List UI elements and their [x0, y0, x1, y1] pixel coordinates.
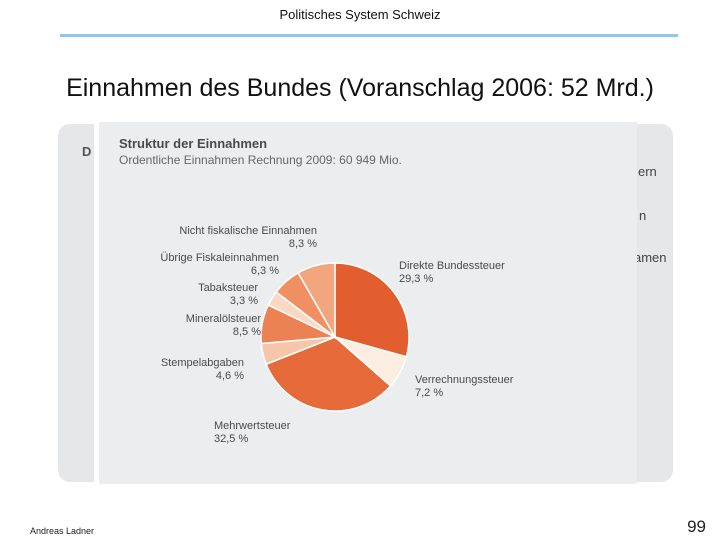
slice-value-nicht-fiskalische-einnahmen: 8,3 %: [289, 238, 317, 250]
slice-label-mineraloelsteuer: Mineralölsteuer: [186, 313, 262, 325]
slice-label-verrechnungssteuer: Verrechnungssteuer: [415, 374, 514, 386]
slice-label-nicht-fiskalische-einnahmen: Nicht fiskalische Einnahmen: [179, 225, 317, 237]
page-number: 99: [687, 517, 706, 536]
chart-subtitle: Ordentliche Einnahmen Rechnung 2009: 60 …: [119, 153, 402, 167]
slice-label-direkte-bundessteuer: Direkte Bundessteuer: [399, 260, 505, 272]
footer-author: Andreas Ladner: [30, 526, 95, 536]
slice-label-uebrige-fiskaleinnahmen: Übrige Fiskaleinnahmen: [160, 252, 279, 264]
background-stripe: [94, 120, 99, 485]
chart-card: Struktur der Einnahmen Ordentliche Einna…: [99, 122, 637, 484]
header-divider: [60, 34, 678, 37]
pie-slice-mehrwertsteuer: [265, 336, 392, 412]
slice-label-tabaksteuer: Tabaksteuer: [198, 282, 258, 294]
slice-value-tabaksteuer: 3,3 %: [230, 295, 258, 307]
background-fragment-right-2: n: [639, 208, 647, 223]
slice-value-direkte-bundessteuer: 29,3 %: [399, 273, 433, 285]
slice-value-stempelabgaben: 4,6 %: [216, 370, 244, 382]
slice-value-uebrige-fiskaleinnahmen: 6,3 %: [251, 265, 279, 277]
slice-label-stempelabgaben: Stempelabgaben: [161, 357, 244, 369]
slice-value-mehrwertsteuer: 32,5 %: [214, 433, 248, 445]
chart-figure: D ern n amen Struktur der Einnahmen Orde…: [58, 120, 673, 485]
background-fragment-right-1: ern: [638, 164, 657, 179]
background-fragment-right-3: amen: [634, 250, 667, 265]
slice-label-mehrwertsteuer: Mehrwertsteuer: [214, 420, 291, 432]
slide-title: Einnahmen des Bundes (Voranschlag 2006: …: [66, 74, 654, 102]
header-title: Politisches System Schweiz: [279, 7, 441, 22]
slice-value-verrechnungssteuer: 7,2 %: [415, 387, 443, 399]
pie-slice-nicht-fiskalische-einnahmen: [297, 262, 336, 340]
slice-value-mineraloelsteuer: 8,5 %: [233, 326, 261, 338]
chart-title: Struktur der Einnahmen: [119, 136, 268, 151]
background-fragment-left: D: [82, 144, 92, 159]
pie-slice-direkte-bundessteuer: [334, 262, 410, 358]
